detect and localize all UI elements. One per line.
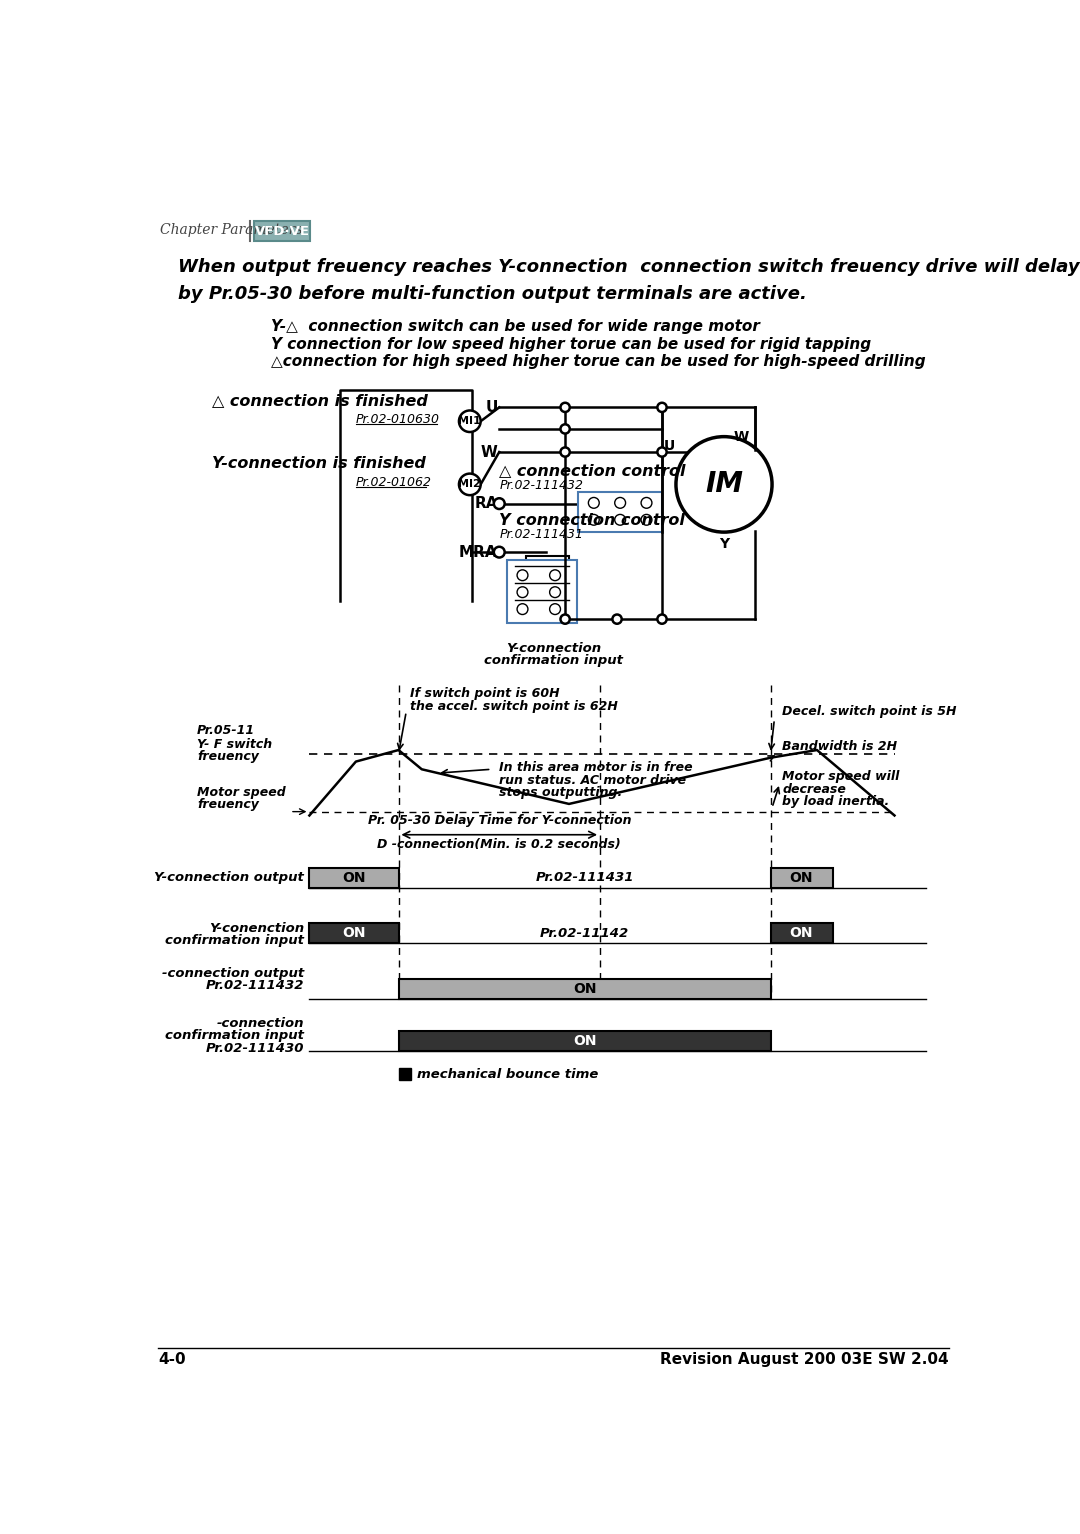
- Bar: [507, 560, 577, 623]
- Text: Revision August 200 03E SW 2.04: Revision August 200 03E SW 2.04: [660, 1351, 948, 1367]
- Text: stops outputting.: stops outputting.: [499, 785, 622, 799]
- Circle shape: [550, 569, 561, 581]
- Text: Decel. switch point is 5H: Decel. switch point is 5H: [782, 706, 957, 718]
- Text: MRA: MRA: [459, 545, 498, 560]
- Text: In this area motor is in free: In this area motor is in free: [499, 761, 693, 775]
- Text: △ connection control: △ connection control: [499, 463, 686, 479]
- Bar: [770, 868, 833, 888]
- Text: Y connection control: Y connection control: [499, 512, 685, 528]
- Circle shape: [517, 604, 528, 615]
- Circle shape: [550, 588, 561, 598]
- Circle shape: [459, 474, 481, 495]
- Text: mechanical bounce time: mechanical bounce time: [417, 1068, 598, 1080]
- Text: Pr.02-11142: Pr.02-11142: [540, 927, 630, 940]
- Text: freuency: freuency: [197, 798, 259, 811]
- Text: W: W: [733, 430, 748, 443]
- Text: Pr.02-010630: Pr.02-010630: [356, 413, 440, 426]
- Text: freuency: freuency: [197, 750, 259, 764]
- Circle shape: [589, 497, 599, 508]
- Circle shape: [642, 497, 652, 508]
- Text: -connection output: -connection output: [162, 966, 303, 980]
- Text: Y connection for low speed higher torue can be used for rigid tapping: Y connection for low speed higher torue …: [271, 337, 870, 351]
- Circle shape: [658, 448, 666, 457]
- Circle shape: [612, 615, 622, 624]
- Bar: [399, 979, 770, 999]
- Text: decrease: decrease: [782, 782, 846, 796]
- Bar: [399, 1068, 410, 1080]
- Text: Bandwidth is 2H: Bandwidth is 2H: [782, 739, 897, 753]
- Bar: [526, 555, 569, 589]
- Text: ON: ON: [342, 927, 366, 940]
- Text: Pr.02-111432: Pr.02-111432: [499, 480, 583, 492]
- Circle shape: [642, 514, 652, 525]
- Text: Pr.02-111431: Pr.02-111431: [536, 871, 634, 884]
- Text: Y-△  connection switch can be used for wide range motor: Y-△ connection switch can be used for wi…: [271, 319, 759, 334]
- Circle shape: [561, 425, 570, 434]
- Text: Y- F switch: Y- F switch: [197, 738, 272, 752]
- Circle shape: [589, 514, 599, 525]
- Text: run status. AC motor drive: run status. AC motor drive: [499, 773, 687, 787]
- Text: ON: ON: [342, 871, 366, 885]
- Text: △connection for high speed higher torue can be used for high-speed drilling: △connection for high speed higher torue …: [271, 354, 926, 370]
- Text: Pr.02-01062: Pr.02-01062: [356, 477, 432, 489]
- Text: If switch point is 60H: If switch point is 60H: [410, 687, 559, 701]
- Circle shape: [676, 437, 772, 532]
- FancyBboxPatch shape: [255, 221, 310, 241]
- Text: Pr.02-111431: Pr.02-111431: [499, 528, 583, 542]
- Text: Pr.02-111430: Pr.02-111430: [205, 1042, 303, 1054]
- Text: U: U: [664, 439, 675, 453]
- Text: Y-connection output: Y-connection output: [154, 871, 303, 884]
- Text: Motor speed: Motor speed: [197, 785, 286, 799]
- Text: -connection: -connection: [216, 1017, 303, 1029]
- Text: Pr.05-11: Pr.05-11: [197, 724, 255, 738]
- Text: by load inertia.: by load inertia.: [782, 795, 889, 808]
- Bar: [309, 868, 399, 888]
- Text: ON: ON: [572, 982, 596, 996]
- Text: confirmation input: confirmation input: [484, 653, 623, 667]
- Text: ON: ON: [789, 927, 813, 940]
- Circle shape: [517, 588, 528, 598]
- Bar: [309, 923, 399, 943]
- Circle shape: [561, 448, 570, 457]
- Circle shape: [494, 499, 504, 509]
- Text: Pr. 05-30 Delay Time for Y-connection: Pr. 05-30 Delay Time for Y-connection: [367, 815, 631, 827]
- Text: MI2: MI2: [458, 480, 482, 489]
- Circle shape: [459, 411, 481, 433]
- Bar: [399, 1031, 770, 1051]
- Text: Y-connection is finished: Y-connection is finished: [213, 456, 427, 471]
- Text: by Pr.05-30 before multi-function output terminals are active.: by Pr.05-30 before multi-function output…: [177, 285, 807, 304]
- Text: D -connection(Min. is 0.2 seconds): D -connection(Min. is 0.2 seconds): [377, 838, 621, 851]
- Text: U: U: [485, 400, 498, 414]
- Text: confirmation input: confirmation input: [165, 934, 303, 948]
- Text: Motor speed will: Motor speed will: [782, 770, 900, 784]
- Text: When output freuency reaches Y-connection  connection switch freuency drive will: When output freuency reaches Y-connectio…: [177, 258, 1079, 276]
- Text: confirmation input: confirmation input: [165, 1029, 303, 1042]
- Text: the accel. switch point is 62H: the accel. switch point is 62H: [410, 700, 618, 713]
- Text: △ connection is finished: △ connection is finished: [213, 393, 429, 408]
- Text: ON: ON: [572, 1034, 596, 1048]
- Text: Y-connection: Y-connection: [505, 641, 602, 655]
- Circle shape: [615, 497, 625, 508]
- Circle shape: [561, 403, 570, 413]
- Text: 4-0: 4-0: [159, 1351, 186, 1367]
- Circle shape: [561, 615, 570, 624]
- Circle shape: [658, 615, 666, 624]
- Circle shape: [550, 604, 561, 615]
- Circle shape: [615, 514, 625, 525]
- Circle shape: [494, 546, 504, 557]
- Text: Chapter Parameters: Chapter Parameters: [160, 224, 302, 238]
- Text: Y-conenction: Y-conenction: [208, 922, 303, 936]
- Text: VFD·VE: VFD·VE: [255, 224, 310, 238]
- Bar: [770, 923, 833, 943]
- Text: IM: IM: [705, 471, 743, 499]
- Circle shape: [517, 569, 528, 581]
- Text: MI1: MI1: [458, 416, 482, 426]
- Bar: [578, 492, 662, 532]
- Circle shape: [658, 403, 666, 413]
- Text: Pr.02-111432: Pr.02-111432: [205, 979, 303, 992]
- Text: RA: RA: [474, 495, 498, 511]
- Text: Y: Y: [719, 537, 729, 551]
- Text: ON: ON: [789, 871, 813, 885]
- Text: W: W: [481, 445, 498, 460]
